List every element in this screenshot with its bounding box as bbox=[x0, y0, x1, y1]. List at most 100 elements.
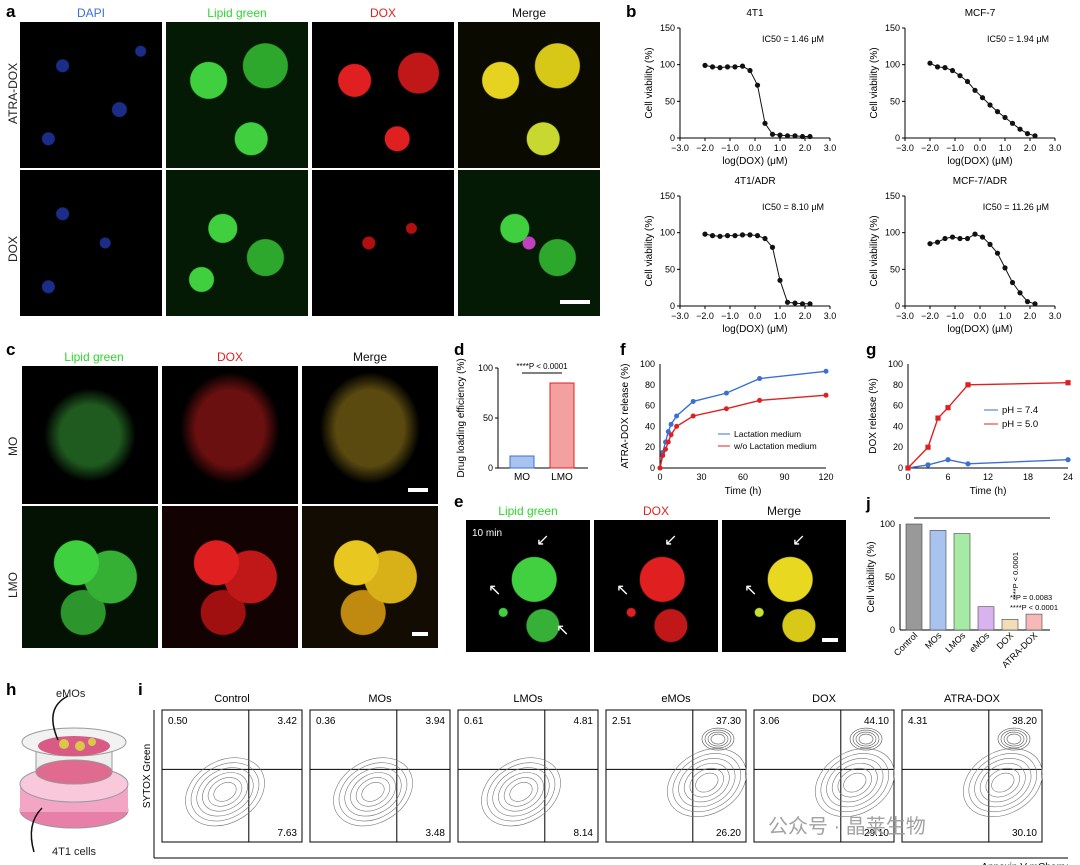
panel-label-e: e bbox=[454, 492, 464, 511]
x-tick-label: 120 bbox=[818, 472, 833, 482]
x-tick-label: 3.0 bbox=[1049, 143, 1062, 153]
flow-title: eMOs bbox=[661, 693, 691, 705]
watermark: 公众号 · 晶莱生物 bbox=[768, 816, 926, 838]
bar-5 bbox=[1025, 613, 1043, 631]
data-point bbox=[663, 446, 669, 452]
x-tick-label: −3.0 bbox=[671, 143, 689, 153]
flow-plot bbox=[161, 709, 303, 843]
contour bbox=[481, 757, 561, 827]
quadrant-ul: 0.36 bbox=[316, 716, 336, 727]
y-axis-label: Cell viability (%) bbox=[866, 541, 877, 612]
data-point bbox=[784, 133, 791, 139]
contour bbox=[997, 727, 1031, 751]
contour bbox=[710, 733, 726, 745]
channel-label-merge: Merge bbox=[511, 6, 546, 20]
contour bbox=[503, 777, 539, 807]
data-point bbox=[762, 120, 768, 126]
contour bbox=[350, 772, 396, 812]
quadrant-lr: 8.14 bbox=[574, 828, 594, 839]
data-point bbox=[702, 231, 708, 237]
x-tick-label: 0.0 bbox=[974, 311, 987, 321]
scale-bar bbox=[408, 488, 428, 492]
y-tick-label: 50 bbox=[885, 572, 895, 582]
y-tick-label: 0 bbox=[650, 463, 655, 473]
data-point bbox=[964, 235, 971, 242]
data-point bbox=[964, 78, 971, 85]
contour bbox=[333, 757, 413, 827]
data-point bbox=[754, 233, 761, 239]
y-axis-label: ATRA-DOX release (%) bbox=[620, 364, 631, 469]
x-tick-label: LMO bbox=[551, 472, 573, 483]
x-tick-label: 6 bbox=[945, 472, 950, 482]
contour bbox=[202, 772, 248, 812]
x-tick-label: 90 bbox=[779, 472, 789, 482]
quadrant-ul: 3.06 bbox=[760, 716, 780, 727]
x-tick-label: −2.0 bbox=[921, 311, 939, 321]
y-axis-label: Cell viability (%) bbox=[869, 215, 880, 286]
data-point bbox=[1002, 265, 1008, 271]
panel-label-a: a bbox=[6, 2, 16, 21]
data-point bbox=[994, 250, 1001, 256]
data-point bbox=[1009, 120, 1016, 126]
bar-3 bbox=[977, 606, 995, 631]
data-point bbox=[965, 382, 971, 388]
y-tick-label: 100 bbox=[660, 60, 675, 70]
significance-label: ****P < 0.0001 bbox=[1011, 552, 1020, 600]
x-axis-label: log(DOX) (μM) bbox=[722, 156, 787, 167]
data-point bbox=[724, 64, 731, 70]
arrow-icon: ↖ bbox=[556, 622, 570, 639]
data-point bbox=[757, 397, 763, 403]
data-point bbox=[723, 406, 729, 412]
series-line bbox=[659, 394, 827, 469]
legend-label: Lactation medium bbox=[734, 429, 801, 439]
scale-bar bbox=[560, 300, 590, 304]
data-point bbox=[934, 64, 941, 70]
x-tick-label: 3.0 bbox=[1049, 311, 1062, 321]
data-point bbox=[732, 233, 738, 239]
contour bbox=[196, 767, 254, 817]
y-axis-label: Cell viability (%) bbox=[644, 215, 655, 286]
micro-atra-lipid bbox=[166, 22, 308, 168]
transwell-diagram bbox=[19, 695, 129, 853]
flow-plot bbox=[605, 709, 747, 843]
y-tick-label: 50 bbox=[483, 413, 493, 423]
legend-label: pH = 5.0 bbox=[1002, 419, 1038, 430]
panel-f-chart: 0 20 40 60 80 100 0 30 60 90 120 Time (h) ATRA-DOX r… bbox=[620, 359, 834, 497]
micro-e-dox: ↙ ↖ bbox=[594, 520, 718, 652]
y-axis-label: Drug loading efficiency (%) bbox=[456, 358, 467, 477]
x-tick-label: 12 bbox=[983, 472, 993, 482]
data-point bbox=[1032, 133, 1038, 139]
arrow-icon: ↖ bbox=[616, 582, 630, 599]
micro-e-merge: ↙ ↖ bbox=[722, 520, 846, 652]
quadrant-ur: 37.30 bbox=[716, 716, 741, 727]
y-axis-label: DOX release (%) bbox=[868, 378, 879, 454]
data-point bbox=[665, 439, 671, 445]
fit-curve bbox=[704, 64, 810, 138]
quadrant-ul: 2.51 bbox=[612, 716, 632, 727]
arrow-icon: ↙ bbox=[792, 532, 806, 549]
contour bbox=[837, 767, 872, 798]
chart-title: MCF-7 bbox=[965, 8, 996, 19]
data-point bbox=[935, 415, 941, 421]
data-point bbox=[949, 67, 956, 74]
c-channel-merge: Merge bbox=[352, 350, 387, 364]
contour bbox=[695, 772, 719, 793]
panel-label-h: h bbox=[6, 680, 17, 699]
panel-label-b: b bbox=[626, 2, 637, 21]
data-point bbox=[777, 132, 783, 138]
data-point bbox=[1009, 279, 1016, 286]
data-point bbox=[724, 233, 731, 239]
x-tick-label: −1.0 bbox=[721, 143, 739, 153]
contour bbox=[344, 767, 402, 817]
data-point bbox=[717, 65, 723, 71]
contour bbox=[683, 762, 730, 803]
y-tick-label: 0 bbox=[670, 301, 675, 311]
x-tick-label: −3.0 bbox=[896, 143, 914, 153]
contour bbox=[858, 733, 874, 745]
y-tick-label: 150 bbox=[660, 23, 675, 33]
data-point bbox=[1002, 114, 1008, 121]
quadrant-ul: 0.50 bbox=[168, 716, 188, 727]
contour bbox=[826, 758, 884, 808]
arrow-icon: ↖ bbox=[488, 582, 502, 599]
y-tick-label: 150 bbox=[660, 191, 675, 201]
